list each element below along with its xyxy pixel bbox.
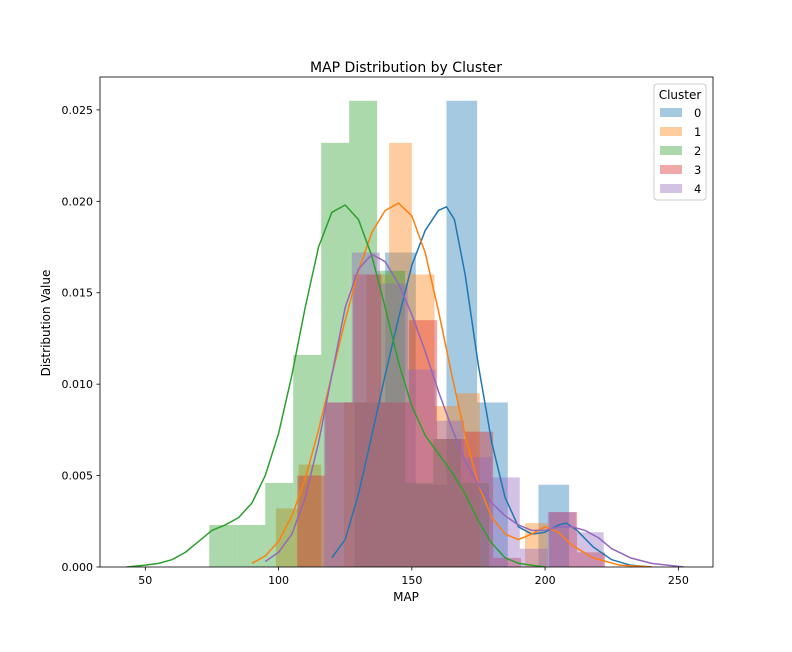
legend-swatch-cluster-3 <box>660 165 682 174</box>
plot-area: 50 100 150 200 250 0.000 0.005 0.010 0.015 0.020 0… <box>62 76 714 587</box>
histogram-bar-cluster-1 <box>457 393 480 567</box>
histogram-bar-cluster-2 <box>237 524 266 567</box>
histogram-bar-cluster-2 <box>377 270 406 567</box>
histogram-bar-cluster-2 <box>265 482 294 567</box>
histogram-bar-cluster-1 <box>275 508 299 567</box>
histogram-bar-cluster-3 <box>381 402 410 567</box>
histogram-bar-cluster-0 <box>538 484 570 567</box>
histogram-bar-cluster-1 <box>298 464 322 567</box>
kde-line-cluster-4 <box>264 253 684 567</box>
histogram-bar-cluster-2 <box>293 354 322 567</box>
y-axis-label: Distribution Value <box>39 270 53 377</box>
legend-box <box>653 83 707 201</box>
legend-title: Cluster <box>659 88 702 102</box>
histogram-bar-cluster-4 <box>351 252 380 567</box>
legend-swatch-cluster-4 <box>660 184 682 193</box>
histogram-bar-cluster-3 <box>353 274 382 567</box>
histogram-bar-cluster-4 <box>407 369 436 567</box>
kde-line-cluster-0 <box>331 206 652 567</box>
histogram-bar-cluster-4 <box>323 402 352 567</box>
histogram-bar-cluster-3 <box>577 552 606 567</box>
histogram-bar-cluster-0 <box>385 252 416 567</box>
legend-label-cluster-0: 0 <box>694 106 701 120</box>
histogram-bar-cluster-2 <box>433 439 462 567</box>
histogram-bar-cluster-1 <box>366 274 390 567</box>
histogram-bar-cluster-0 <box>354 402 386 567</box>
histogram-bar-cluster-3 <box>549 512 578 567</box>
kde-line-cluster-2 <box>126 204 546 567</box>
y-tick-label: 0.020 <box>62 195 94 208</box>
histogram-bar-cluster-3 <box>297 475 326 567</box>
histogram-bar-cluster-2 <box>405 482 434 567</box>
histogram-bar-cluster-3 <box>493 557 522 567</box>
legend-swatch-cluster-1 <box>660 127 682 136</box>
legend-label-cluster-4: 4 <box>694 182 701 196</box>
x-tick-label: 50 <box>138 574 152 587</box>
histogram-bar-cluster-4 <box>435 420 464 567</box>
legend-swatch-cluster-0 <box>660 108 682 117</box>
y-tick-label: 0.005 <box>62 470 94 483</box>
histogram-bar-cluster-4 <box>463 457 492 567</box>
axes-frame <box>99 76 714 568</box>
y-tick-label: 0.000 <box>62 561 94 574</box>
x-tick-label: 250 <box>668 574 689 587</box>
histogram-bar-cluster-2 <box>349 100 378 567</box>
histogram-bar-cluster-1 <box>389 142 412 567</box>
x-axis-label: MAP <box>393 590 419 604</box>
histogram-bar-cluster-2 <box>209 524 238 567</box>
x-tick-label: 150 <box>401 574 422 587</box>
kde-group <box>126 202 684 567</box>
x-tick-label: 200 <box>535 574 556 587</box>
y-tick-label: 0.015 <box>62 287 94 300</box>
kde-line-cluster-1 <box>251 202 652 567</box>
legend: Cluster 0 1 2 3 4 <box>653 83 707 201</box>
x-tick-label: 100 <box>268 574 289 587</box>
histogram-bar-cluster-4 <box>379 283 408 567</box>
histogram-bar-cluster-1 <box>434 406 458 567</box>
legend-label-cluster-3: 3 <box>694 163 701 177</box>
histogram-bar-cluster-3 <box>437 439 466 567</box>
legend-label-cluster-2: 2 <box>694 144 701 158</box>
histogram-bar-cluster-0 <box>415 484 447 567</box>
histogram-bar-cluster-1 <box>411 274 435 567</box>
legend-label-cluster-1: 1 <box>694 125 701 139</box>
y-tick-label: 0.025 <box>62 104 94 117</box>
y-tick-label: 0.010 <box>62 378 94 391</box>
histogram-bar-cluster-3 <box>325 402 354 567</box>
histogram-bar-cluster-4 <box>519 548 548 567</box>
histogram-bar-cluster-3 <box>409 320 438 567</box>
chart-title: MAP Distribution by Cluster <box>310 60 502 76</box>
legend-swatch-cluster-2 <box>660 146 682 155</box>
histogram-bar-cluster-4 <box>547 512 576 567</box>
